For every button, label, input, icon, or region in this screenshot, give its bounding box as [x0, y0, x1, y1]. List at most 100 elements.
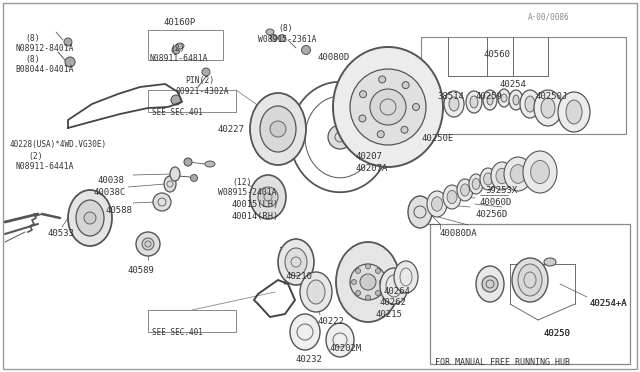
Circle shape — [377, 131, 384, 138]
Ellipse shape — [447, 190, 457, 203]
Text: 40038C: 40038C — [93, 188, 125, 197]
Ellipse shape — [417, 89, 439, 119]
Text: N08911-6441A: N08911-6441A — [16, 162, 74, 171]
Ellipse shape — [205, 161, 215, 167]
Text: 40207: 40207 — [356, 152, 383, 161]
Circle shape — [401, 126, 408, 133]
Ellipse shape — [498, 89, 510, 107]
Ellipse shape — [431, 197, 442, 211]
Text: 40210: 40210 — [285, 272, 312, 281]
Text: 40256D: 40256D — [475, 210, 508, 219]
Ellipse shape — [476, 266, 504, 302]
Circle shape — [360, 91, 367, 98]
Ellipse shape — [333, 47, 443, 167]
Text: 40254+A: 40254+A — [590, 299, 628, 308]
Text: 40232: 40232 — [296, 355, 323, 364]
Ellipse shape — [480, 168, 496, 190]
Circle shape — [351, 279, 356, 285]
Ellipse shape — [153, 193, 171, 211]
Circle shape — [380, 279, 385, 285]
Ellipse shape — [491, 162, 513, 190]
Circle shape — [356, 269, 360, 273]
Ellipse shape — [408, 196, 432, 228]
Ellipse shape — [443, 185, 461, 209]
Text: 40060D: 40060D — [480, 198, 512, 207]
Ellipse shape — [487, 95, 493, 105]
Ellipse shape — [394, 261, 418, 293]
Circle shape — [301, 45, 310, 55]
Ellipse shape — [513, 95, 519, 105]
Text: 40560: 40560 — [484, 50, 511, 59]
Text: 40254: 40254 — [500, 80, 527, 89]
Ellipse shape — [509, 90, 523, 110]
Circle shape — [65, 57, 75, 67]
Bar — [148, 90, 236, 112]
Ellipse shape — [285, 248, 307, 276]
Ellipse shape — [483, 90, 497, 110]
Text: 40588: 40588 — [106, 206, 133, 215]
Ellipse shape — [136, 232, 160, 256]
Circle shape — [402, 81, 409, 89]
Ellipse shape — [525, 96, 535, 112]
Text: 40228(USA)*4WD.VG30E): 40228(USA)*4WD.VG30E) — [10, 140, 107, 149]
Ellipse shape — [170, 167, 180, 181]
Circle shape — [191, 174, 198, 182]
Circle shape — [360, 274, 376, 290]
Text: PIN(2): PIN(2) — [185, 76, 214, 85]
Text: (8): (8) — [278, 24, 292, 33]
Text: N08912-8401A: N08912-8401A — [15, 44, 74, 53]
Text: FOR MANUAL FREE RUNNING HUB: FOR MANUAL FREE RUNNING HUB — [435, 358, 570, 367]
Ellipse shape — [541, 98, 555, 118]
Ellipse shape — [449, 97, 459, 111]
Ellipse shape — [544, 258, 556, 266]
Text: (2): (2) — [170, 44, 184, 53]
Text: 40250: 40250 — [543, 329, 570, 338]
Ellipse shape — [531, 160, 549, 183]
Circle shape — [482, 276, 498, 292]
Text: W08915-2401A: W08915-2401A — [218, 188, 276, 197]
Ellipse shape — [523, 151, 557, 193]
Ellipse shape — [469, 174, 483, 194]
Ellipse shape — [427, 191, 447, 217]
Ellipse shape — [470, 96, 478, 108]
Text: (12): (12) — [232, 178, 252, 187]
Ellipse shape — [461, 184, 469, 196]
Text: A·00/0086: A·00/0086 — [528, 12, 570, 21]
Ellipse shape — [250, 93, 306, 165]
Ellipse shape — [496, 168, 508, 184]
Circle shape — [350, 264, 386, 300]
Circle shape — [379, 76, 386, 83]
Ellipse shape — [520, 90, 540, 118]
Ellipse shape — [504, 157, 532, 191]
Text: (8): (8) — [25, 34, 40, 43]
Circle shape — [171, 95, 181, 105]
Circle shape — [328, 125, 352, 149]
Circle shape — [278, 35, 285, 42]
Ellipse shape — [164, 176, 176, 192]
Ellipse shape — [326, 323, 354, 357]
Text: W08915-2361A: W08915-2361A — [258, 35, 317, 44]
Bar — [421, 37, 626, 134]
Bar — [430, 224, 630, 364]
Circle shape — [413, 103, 419, 110]
Text: 00921-4302A: 00921-4302A — [176, 87, 230, 96]
Text: 40264: 40264 — [383, 287, 410, 296]
Text: N08911-6481A: N08911-6481A — [150, 54, 209, 63]
Text: 40250: 40250 — [543, 329, 570, 338]
Circle shape — [365, 295, 371, 300]
Ellipse shape — [444, 91, 464, 117]
Ellipse shape — [76, 200, 104, 236]
Text: 40222: 40222 — [318, 317, 345, 326]
Ellipse shape — [290, 314, 320, 350]
Text: 40080DA: 40080DA — [440, 229, 477, 238]
Ellipse shape — [422, 95, 434, 113]
Text: 40014(RH): 40014(RH) — [232, 212, 279, 221]
Text: 40262: 40262 — [380, 298, 407, 307]
Text: 40160P: 40160P — [163, 18, 195, 27]
Circle shape — [271, 35, 278, 42]
Circle shape — [270, 121, 286, 137]
Text: 40207A: 40207A — [356, 164, 388, 173]
Text: 40015(LH): 40015(LH) — [232, 200, 279, 209]
Circle shape — [376, 269, 380, 273]
Ellipse shape — [466, 91, 482, 113]
